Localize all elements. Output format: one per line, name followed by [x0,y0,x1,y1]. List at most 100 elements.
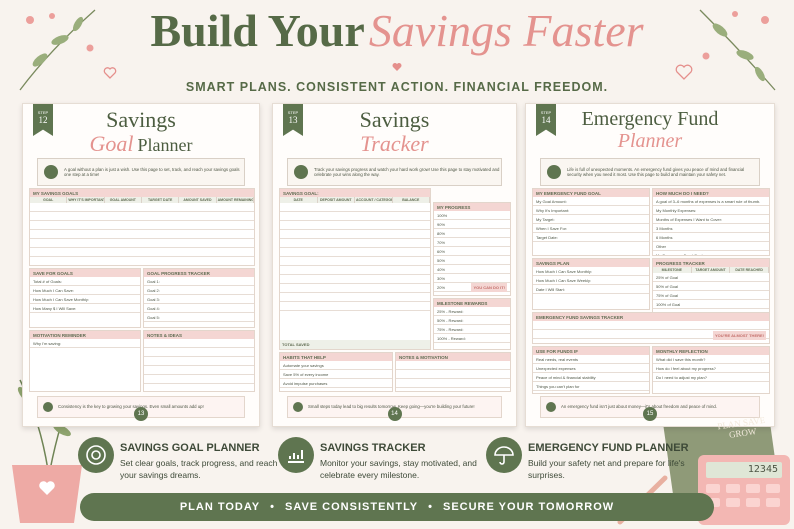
intro-text: Track your savings progress and watch yo… [314,166,500,178]
row-label: Do I need to adjust my plan? [653,373,769,382]
icon [86,445,106,465]
planner-page: STEP 13 Savings Tracker Track your savings p… [272,103,517,427]
row-label: 50% of Goal [653,282,769,291]
step-ribbon: STEP 12 [33,104,53,136]
section-header: MY PROGRESS [434,203,510,211]
row-label: Total # of Goals: [30,277,140,286]
row-label: A goal of 3–6 months of expenses is a sm… [653,197,769,206]
row-label: How Much I Can Save Weekly: [533,276,649,285]
row-label: Target Date: [533,233,649,242]
title-sub: Planner [556,130,744,154]
blank-row [533,330,769,339]
row-label: How Much I Can Save: [30,286,140,295]
row-label: Review & adjust your goals [280,388,392,392]
row-label: Goal 3: [144,295,254,304]
tip-text: An emergency fund isn't just about money… [561,404,717,410]
intro-box: Life is full of unexpected moments. An e… [540,158,760,186]
section: SAVINGS PLAN How Much I Can Save Monthly:… [532,258,650,310]
row-label: 75% of Goal [653,291,769,300]
column-header: BALANCE [393,197,430,203]
intro-box: A goal without a plan is just a wish. Us… [37,158,245,186]
feature-title: EMERGENCY FUND PLANNER [528,442,689,454]
row-label: 60% [434,247,510,256]
blank-row [30,203,254,212]
title-script: Planner [617,130,683,152]
section-header: USE FOR FUNDS IF [533,347,649,355]
row-label: 6 Months [653,233,769,242]
section: NOTES & IDEAS [143,330,255,392]
section-header: NOTES & IDEAS [144,331,254,339]
blank-row [280,230,430,239]
page-number: 14 [387,407,402,421]
column-header: MILESTONE [653,267,692,273]
section: NOTES & MOTIVATION [395,352,511,392]
blank-row [280,248,430,257]
row-label: Things you can't plan for [533,382,649,391]
column-header: DATE [280,197,318,203]
section-header: SAVE FOR GOALS [30,269,140,277]
title-script: Goal [89,131,134,156]
section-header: HOW MUCH DO I NEED? [653,189,769,197]
row-label: My Monthly Expenses: [653,206,769,215]
icon [288,450,304,463]
blank-row [144,366,254,375]
step-label: STEP [540,110,552,115]
blank-row [30,257,254,265]
section-header: NOTES & MOTIVATION [396,353,510,361]
feature-title: SAVINGS GOAL PLANNER [120,442,260,454]
row-label: 100% [434,211,510,220]
row-label: Goal 1: [144,277,254,286]
title-main: Savings [106,107,176,132]
separator: • [428,501,433,513]
tip-icon [546,402,556,412]
tip-icon [43,402,53,412]
section-header: SAVINGS GOAL: [280,189,430,197]
step-number: 14 [541,115,551,125]
planner-page: STEP 14 Emergency Fund Planner Life is full … [525,103,775,427]
section-header: MONTHLY REFLECTION [653,347,769,355]
title-sub: Goal Planner [53,132,229,159]
column-header: DATE REACHED [730,267,769,273]
row-label: 100% of Goal [653,300,769,309]
step-number: 13 [288,115,298,125]
section: MONTHLY REFLECTION What did I save this m… [652,346,770,394]
section: GOAL PROGRESS TRACKER Goal 1: Goal 2: Goal … [143,268,255,328]
row-label: Real needs, real events [533,355,649,364]
blank-row [280,221,430,230]
row-label: Other [653,242,769,251]
tagline: SMART PLANS. CONSISTENT ACTION. FINANCIA… [185,80,609,94]
row-label: 10% [434,292,510,296]
section: EMERGENCY FUND SAVINGS TRACKER YOU'RE ALM… [532,312,770,344]
row-label: Date I Will Start: [533,285,649,294]
row-label: 30% [434,274,510,283]
footer-item: SAVE CONSISTENTLY [284,501,419,513]
blank-row [533,321,769,330]
blank-row [280,302,430,311]
column-header: AMOUNT REMAINING [217,197,254,203]
row-label: 80% [434,229,510,238]
column-header: ACCOUNT / CATEGORY [356,197,393,203]
row-label: Goal 4: [144,304,254,313]
row-label: 100% - Reward: [434,334,510,343]
step-ribbon: STEP 14 [536,104,556,136]
row-label: 70% [434,238,510,247]
column-header: WHY IT'S IMPORTANT [68,197,105,203]
page-title: Savings Tracker [303,108,486,159]
section: HOW MUCH DO I NEED? A goal of 3–6 months … [652,188,770,256]
title-end: Planner [137,135,193,155]
row-label: 50% [434,256,510,265]
row-label: 75% - Reward: [434,325,510,334]
column-header: DEPOSIT AMOUNT [318,197,355,203]
feature-text: Monitor your savings, stay motivated, an… [320,458,477,480]
blank-row [280,293,430,302]
row-label: Avoid impulse purchases [280,379,392,388]
row-label: How Much I Can Save Monthly: [30,295,140,304]
row-label: Unexpected expenses [533,364,649,373]
section-header: MY EMERGENCY FUND GOAL [533,189,649,197]
section: USE FOR FUNDS IF Real needs, real events U… [532,346,650,394]
title-sub: Tracker [303,132,486,159]
step-label: STEP [287,110,299,115]
footer-banner: PLAN TODAY • SAVE CONSISTENTLY • SECURE YOUR… [80,493,714,521]
section-header: PROGRESS TRACKER [653,259,769,267]
